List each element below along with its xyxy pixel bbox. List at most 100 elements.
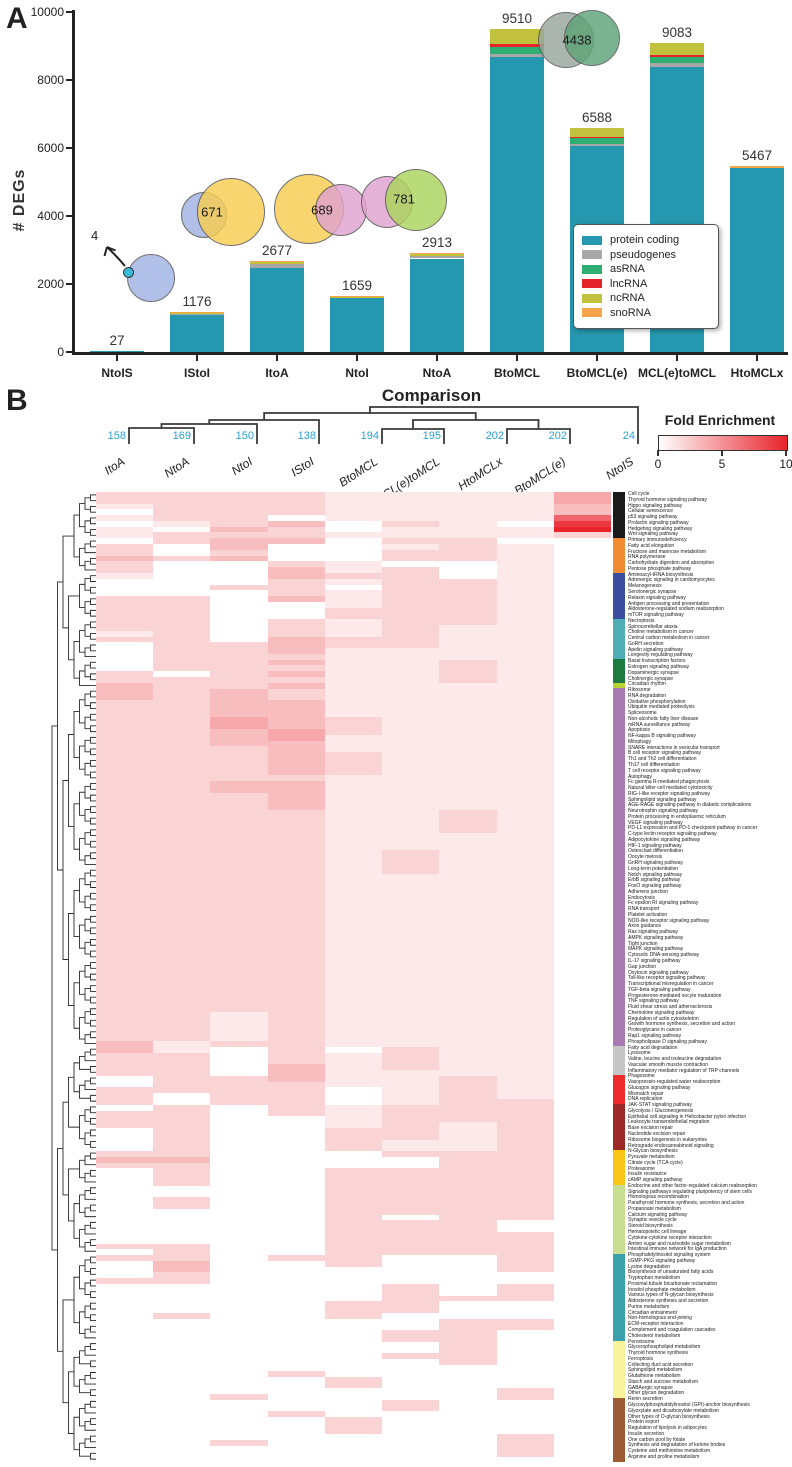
heatmap-cell — [210, 1364, 268, 1371]
pathway-label: Glyoxylate and dicarboxylate metabolism — [628, 1407, 719, 1414]
heatmap-cell — [267, 717, 325, 724]
heatmap-cell — [382, 879, 440, 886]
pathway-label: ECM-receptor interaction — [628, 1321, 684, 1328]
heatmap-cell — [553, 977, 611, 984]
heatmap-cell — [439, 1255, 497, 1261]
heatmap-cell — [496, 1457, 554, 1464]
heatmap-cell — [96, 561, 154, 568]
heatmap-cell — [439, 1156, 497, 1163]
heatmap-cell — [324, 1012, 383, 1019]
pathway-label: RNA transport — [628, 906, 660, 913]
heatmap-row — [96, 532, 611, 539]
heatmap-row — [96, 1151, 611, 1157]
bar-segment — [570, 137, 624, 139]
lncRNA-swatch — [582, 279, 602, 288]
heatmap-cell — [553, 1070, 611, 1076]
heatmap-cell — [553, 954, 611, 961]
pathway-label: Autophagy — [628, 773, 652, 780]
heatmap-cell — [210, 1081, 268, 1088]
heatmap-cell — [267, 1422, 325, 1429]
heatmap-cell — [96, 1393, 154, 1400]
heatmap-cell — [210, 1208, 268, 1215]
heatmap-cell — [96, 1347, 154, 1354]
heatmap-cell — [553, 601, 611, 608]
heatmap-cell — [439, 677, 497, 683]
heatmap-cell — [267, 809, 325, 816]
heatmap-cell — [96, 532, 154, 539]
heatmap-cell — [382, 1139, 440, 1146]
heatmap-cell — [96, 792, 154, 799]
heatmap-cell — [210, 526, 268, 533]
heatmap-cell — [153, 867, 211, 874]
heatmap-cell — [324, 815, 383, 822]
heatmap-cell — [96, 1116, 154, 1123]
category-color-block — [613, 492, 625, 539]
heatmap-cell — [153, 781, 211, 787]
heatmap-cell — [324, 1099, 383, 1105]
heatmap-cell — [210, 792, 268, 799]
heatmap-cell — [439, 1232, 497, 1238]
heatmap-cell — [439, 902, 497, 909]
heatmap-cell — [210, 1104, 268, 1111]
heatmap-cell — [96, 1382, 154, 1389]
heatmap-cell — [439, 971, 497, 978]
heatmap-cell — [153, 1047, 211, 1053]
heatmap-cell — [324, 1359, 383, 1365]
heatmap-cell — [382, 1197, 440, 1204]
heatmap-cell — [324, 1428, 383, 1435]
heatmap-cell — [324, 1422, 383, 1429]
heatmap-row — [96, 1330, 611, 1337]
heatmap-cell — [553, 752, 611, 758]
heatmap-cell — [324, 1451, 383, 1458]
heatmap-cell — [324, 867, 383, 874]
heatmap-cell — [382, 1451, 440, 1458]
heatmap-cell — [496, 1000, 554, 1007]
heatmap-cell — [496, 827, 554, 834]
heatmap-cell — [210, 821, 268, 828]
heatmap-cell — [324, 838, 383, 845]
heatmap-cell — [382, 781, 440, 787]
heatmap-cell — [267, 1122, 325, 1128]
heatmap-row — [96, 1388, 611, 1394]
heatmap-row — [96, 989, 611, 995]
heatmap-cell — [553, 1301, 611, 1308]
heatmap-cell — [153, 1336, 211, 1342]
heatmap-cell — [553, 624, 611, 631]
heatmap-cell — [553, 1139, 611, 1146]
heatmap-cell — [153, 1359, 211, 1365]
heatmap-cell — [439, 705, 497, 712]
heatmap-cell — [439, 862, 497, 868]
heatmap-cell — [153, 746, 211, 753]
pathway-label: Lysine degradation — [628, 1263, 671, 1270]
heatmap-cell — [382, 1307, 440, 1313]
heatmap-cell — [96, 723, 154, 730]
heatmap-cell — [153, 1330, 211, 1337]
pathway-label: Longevity regulating pathway — [628, 652, 693, 659]
heatmap-row — [96, 503, 611, 510]
heatmap-cell — [553, 914, 611, 920]
heatmap-cell — [96, 1191, 154, 1198]
heatmap-cell — [267, 636, 325, 643]
heatmap-cell — [382, 1249, 440, 1256]
heatmap-cell — [210, 960, 268, 967]
heatmap-cell — [96, 885, 154, 891]
heatmap-row — [96, 1301, 611, 1308]
heatmap-cell — [553, 798, 611, 805]
heatmap-cell — [324, 954, 383, 961]
heatmap-cell — [210, 1012, 268, 1019]
heatmap-cell — [553, 636, 611, 643]
y-axis-line — [72, 10, 75, 354]
heatmap-cell — [210, 1099, 268, 1105]
heatmap-cell — [553, 1104, 611, 1111]
heatmap-cell — [553, 1179, 611, 1186]
x-tick-mark — [276, 354, 278, 361]
heatmap-cell — [439, 942, 497, 949]
heatmap-cell — [153, 578, 211, 585]
heatmap-cell — [496, 1260, 554, 1267]
heatmap-cell — [96, 1312, 154, 1319]
heatmap-cell — [267, 1336, 325, 1342]
x-tick-label: BtoMCL — [494, 366, 540, 380]
heatmap-cell — [439, 1393, 497, 1400]
heatmap-cell — [553, 671, 611, 677]
heatmap-cell — [153, 1162, 211, 1169]
